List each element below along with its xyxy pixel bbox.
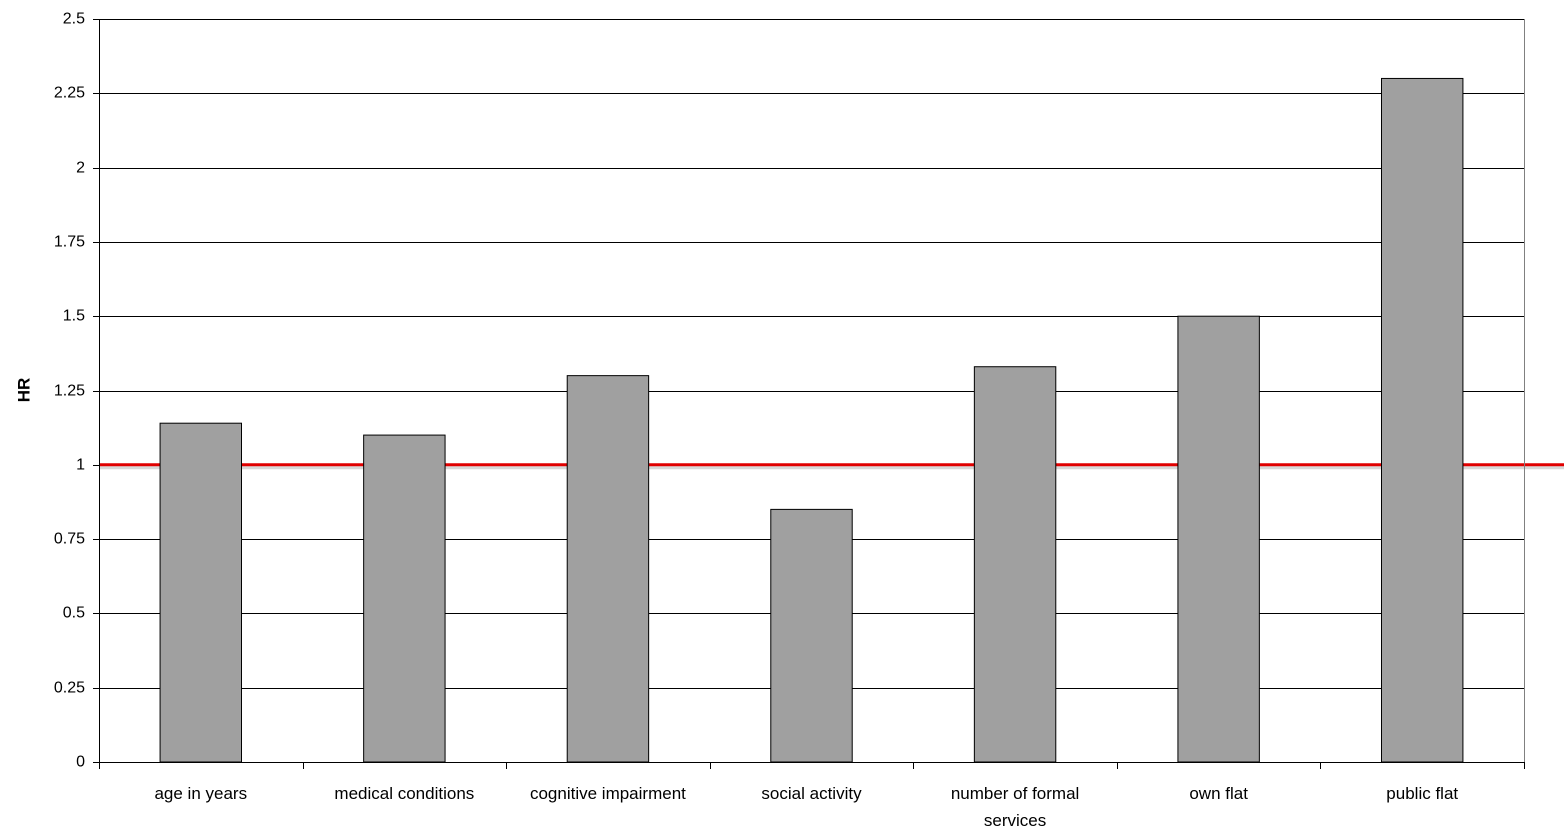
x-category-label-3: social activity	[761, 784, 862, 803]
x-category-label-line: number of formal	[951, 784, 1080, 803]
x-category-label-2: cognitive impairment	[530, 784, 686, 803]
x-category-label-6: public flat	[1386, 784, 1458, 803]
y-tick-label-1: 0.25	[54, 680, 85, 697]
x-category-label-4: number of formal services	[951, 784, 1080, 829]
y-tick-label-0: 0	[76, 754, 85, 771]
y-tick-label-3: 0.75	[54, 531, 85, 548]
x-category-label-line: own flat	[1189, 784, 1248, 803]
x-category-label-0: age in years	[154, 784, 247, 803]
y-tick-label-2: 0.5	[63, 605, 85, 622]
reference-line-layer	[99, 463, 1564, 470]
bar-3	[770, 508, 853, 763]
y-tick-label-7: 1.75	[54, 234, 85, 251]
bar-0	[159, 422, 242, 763]
x-category-label-line: social activity	[761, 784, 862, 803]
x-category-label-line: medical conditions	[334, 784, 474, 803]
bar-5	[1177, 315, 1260, 763]
y-tick-label-5: 1.25	[54, 383, 85, 400]
x-category-label-line: cognitive impairment	[530, 784, 686, 803]
labels: 0 0.25 0.5 0.75 1 1.25 1.5 1.75 2 2.25 2.5 age in y…	[54, 11, 1459, 829]
y-tick-label-4: 1	[76, 457, 85, 474]
bar-1	[363, 434, 446, 763]
y-tick-label-9: 2.25	[54, 85, 85, 102]
y-tick-label-10: 2.5	[63, 11, 85, 28]
x-category-label-line: public flat	[1386, 784, 1458, 803]
y-axis-title: HR	[14, 378, 33, 403]
x-category-label-line: services	[984, 811, 1046, 829]
bar-4	[973, 366, 1057, 763]
bar-2	[566, 375, 650, 763]
x-category-label-1: medical conditions	[334, 784, 474, 803]
bars	[159, 77, 1464, 763]
axes	[93, 19, 1525, 769]
x-category-label-5: own flat	[1189, 784, 1248, 803]
x-category-label-line: age in years	[154, 784, 247, 803]
y-tick-label-6: 1.5	[63, 308, 85, 325]
bar-6	[1381, 77, 1464, 763]
y-tick-label-8: 2	[76, 160, 85, 177]
